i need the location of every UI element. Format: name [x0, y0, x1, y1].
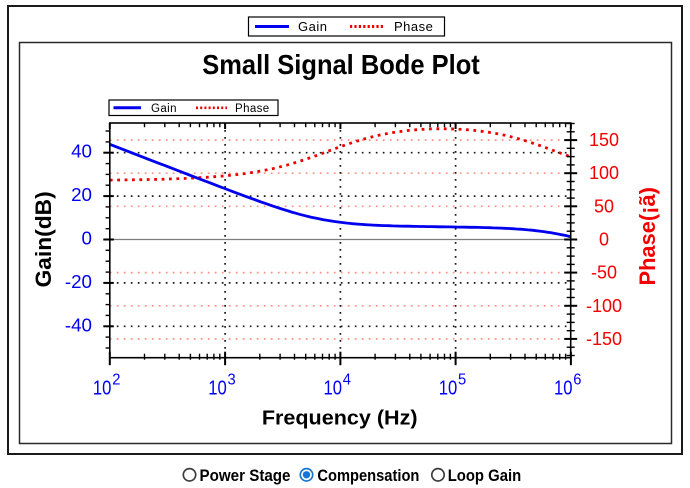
svg-text:Frequency (Hz): Frequency (Hz)	[262, 408, 418, 430]
svg-text:50: 50	[594, 196, 614, 216]
svg-text:10: 10	[324, 378, 343, 400]
svg-text:10: 10	[439, 378, 458, 400]
svg-text:0: 0	[82, 228, 92, 249]
svg-text:0: 0	[599, 230, 609, 250]
svg-text:Loop Gain: Loop Gain	[448, 466, 522, 485]
svg-text:150: 150	[589, 130, 619, 150]
svg-text:-100: -100	[586, 296, 622, 316]
svg-text:2: 2	[112, 371, 120, 388]
svg-text:20: 20	[71, 184, 92, 205]
svg-text:-40: -40	[65, 314, 92, 335]
svg-text:Phase: Phase	[235, 103, 270, 115]
svg-text:-20: -20	[65, 271, 92, 292]
svg-text:10: 10	[208, 378, 227, 400]
svg-text:6: 6	[573, 371, 581, 388]
svg-text:100: 100	[589, 163, 619, 183]
svg-text:Compensation: Compensation	[317, 466, 419, 485]
svg-text:Gain(dB): Gain(dB)	[31, 191, 56, 287]
svg-text:Power Stage: Power Stage	[200, 466, 291, 485]
svg-text:Gain: Gain	[151, 103, 177, 115]
svg-text:Small Signal Bode Plot: Small Signal Bode Plot	[202, 49, 480, 80]
svg-text:40: 40	[71, 141, 92, 162]
svg-text:5: 5	[458, 371, 466, 388]
svg-text:-150: -150	[586, 329, 622, 349]
svg-text:10: 10	[93, 378, 112, 400]
svg-text:Gain: Gain	[298, 19, 327, 34]
svg-text:Phase(¡ã): Phase(¡ã)	[635, 187, 660, 285]
svg-text:3: 3	[228, 371, 236, 388]
svg-text:Phase: Phase	[394, 19, 433, 34]
svg-text:10: 10	[554, 378, 573, 400]
svg-text:-50: -50	[591, 263, 617, 283]
svg-text:4: 4	[343, 371, 351, 388]
